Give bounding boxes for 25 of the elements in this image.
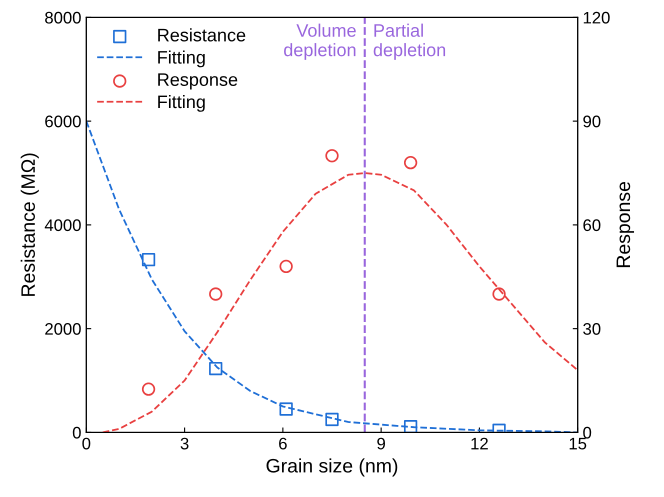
legend-label: Fitting xyxy=(158,94,205,112)
y2-axis-title: Response xyxy=(616,182,634,268)
y2-tick-label: 0 xyxy=(583,426,592,439)
y-tick-label: 8000 xyxy=(45,12,81,24)
legend-label: Response xyxy=(158,73,238,90)
x-tick-label: 3 xyxy=(180,438,188,450)
y-tick-label: 2000 xyxy=(45,323,81,335)
annotation: Volume depletion xyxy=(284,24,356,60)
legend-label: Fitting xyxy=(158,50,205,68)
y2-tick-label: 60 xyxy=(583,219,600,232)
x-tick-label: 12 xyxy=(471,438,488,450)
y-tick-label: 4000 xyxy=(44,219,81,232)
x-tick-label: 0 xyxy=(82,438,90,450)
x-tick-label: 6 xyxy=(279,438,287,450)
annotation: Partial depletion xyxy=(374,24,446,60)
x-axis-title: Grain size (nm) xyxy=(266,458,398,476)
y2-tick-label: 30 xyxy=(583,323,600,335)
y-tick-label: 0 xyxy=(72,426,81,439)
y2-tick-label: 90 xyxy=(583,116,600,128)
x-tick-label: 9 xyxy=(377,438,385,450)
y2-tick-label: 120 xyxy=(584,12,610,24)
y-tick-label: 6000 xyxy=(45,116,81,128)
x-tick-label: 15 xyxy=(570,438,586,450)
legend-label: Resistance xyxy=(158,28,246,42)
y-axis-title: Resistance (MΩ) xyxy=(20,153,39,296)
